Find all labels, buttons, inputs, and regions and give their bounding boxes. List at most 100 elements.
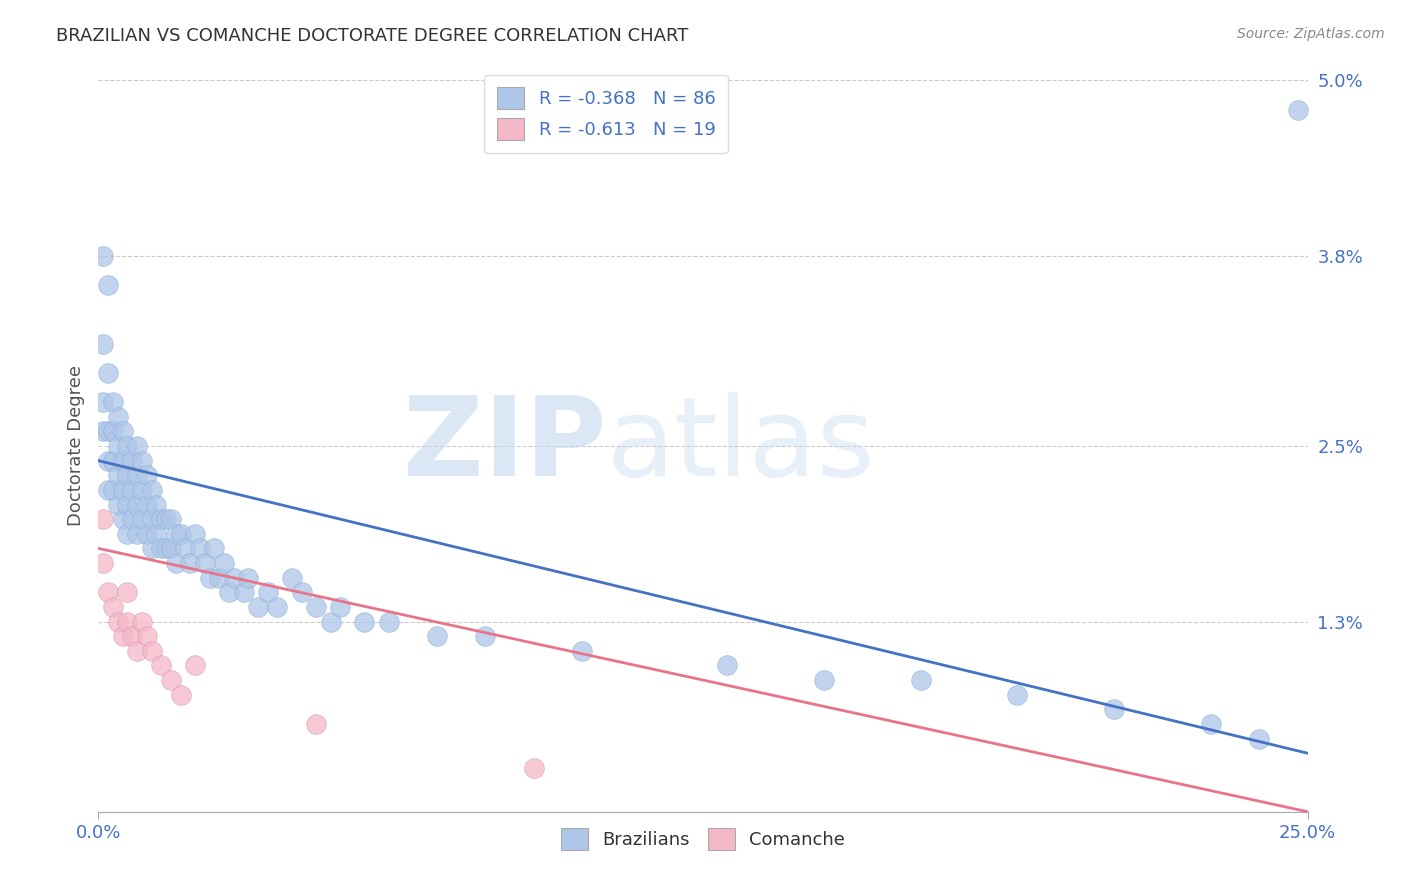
Point [121,453,143,467]
Point [290,585,312,599]
Point [1199,717,1222,731]
Point [141,644,163,658]
Point [127,468,149,483]
Point [91,395,114,409]
Point [131,615,153,629]
Point [523,761,546,775]
Point [117,615,139,629]
Point [1007,688,1029,702]
Point [121,629,143,643]
Point [117,526,139,541]
Point [101,453,124,467]
Point [145,526,167,541]
Point [160,541,183,556]
Point [141,483,163,497]
Point [426,629,449,643]
Point [111,512,134,526]
Point [155,541,177,556]
Point [97,483,120,497]
Point [174,541,197,556]
Point [218,585,240,599]
Point [141,512,163,526]
Point [169,526,191,541]
Point [91,556,114,570]
Point [266,599,288,614]
Point [127,498,149,512]
Point [474,629,496,643]
Point [117,498,139,512]
Point [169,688,191,702]
Point [329,599,352,614]
Point [97,453,120,467]
Point [141,541,163,556]
Point [127,644,149,658]
Point [188,541,211,556]
Point [179,556,201,570]
Point [910,673,932,687]
Point [204,541,226,556]
Point [160,512,183,526]
Point [571,644,593,658]
Point [1249,731,1271,746]
Point [305,717,328,731]
Point [111,483,134,497]
Point [232,585,254,599]
Point [1286,103,1309,117]
Point [184,658,207,673]
Point [135,468,157,483]
Y-axis label: Doctorate Degree: Doctorate Degree [66,366,84,526]
Point [150,658,173,673]
Point [165,526,187,541]
Point [91,249,114,263]
Point [155,512,177,526]
Point [97,585,120,599]
Point [281,571,304,585]
Point [135,526,157,541]
Point [97,366,120,380]
Point [97,425,120,439]
Point [1102,702,1125,716]
Point [107,439,129,453]
Point [121,483,143,497]
Point [208,571,231,585]
Point [117,585,139,599]
Point [117,468,139,483]
Point [212,556,235,570]
Point [165,556,187,570]
Point [135,498,157,512]
Point [353,615,375,629]
Point [127,526,149,541]
Text: ZIP: ZIP [404,392,606,500]
Point [111,453,134,467]
Point [117,439,139,453]
Point [247,599,270,614]
Point [150,541,173,556]
Point [97,278,120,293]
Point [256,585,278,599]
Legend: Brazilians, Comanche: Brazilians, Comanche [554,821,852,857]
Point [101,599,124,614]
Point [107,409,129,424]
Point [184,526,207,541]
Point [305,599,328,614]
Point [377,615,399,629]
Point [121,512,143,526]
Point [319,615,342,629]
Point [150,512,173,526]
Point [91,425,114,439]
Point [160,673,183,687]
Point [107,468,129,483]
Point [91,512,114,526]
Text: atlas: atlas [606,392,875,500]
Text: BRAZILIAN VS COMANCHE DOCTORATE DEGREE CORRELATION CHART: BRAZILIAN VS COMANCHE DOCTORATE DEGREE C… [56,27,689,45]
Point [222,571,245,585]
Point [101,425,124,439]
Point [194,556,217,570]
Text: Source: ZipAtlas.com: Source: ZipAtlas.com [1237,27,1385,41]
Point [716,658,738,673]
Point [131,483,153,497]
Point [813,673,835,687]
Point [135,629,157,643]
Point [131,512,153,526]
Point [91,336,114,351]
